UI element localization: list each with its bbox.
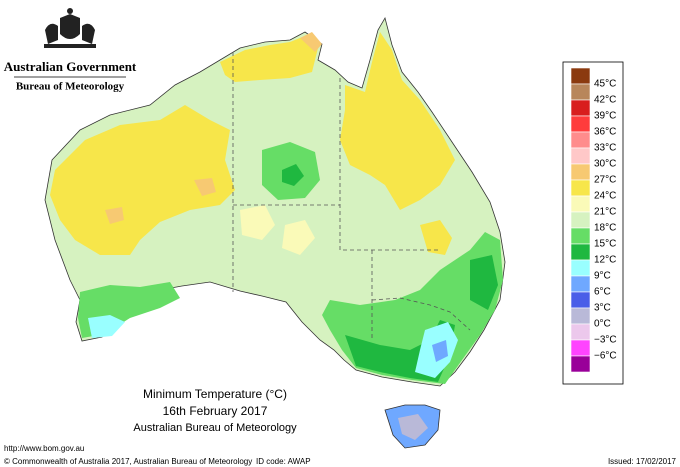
footer-copyright: © Commonwealth of Australia 2017, Austra… — [4, 457, 252, 466]
legend-label: 6°C — [594, 287, 611, 298]
legend-label: 45°C — [594, 79, 616, 90]
legend-swatch — [570, 227, 591, 245]
legend-swatch — [570, 179, 591, 197]
legend-label: 0°C — [594, 319, 611, 330]
australia-map — [44, 16, 506, 449]
legend-label: 18°C — [594, 223, 616, 234]
legend-label: 27°C — [594, 175, 616, 186]
legend-swatch — [570, 355, 591, 373]
legend-swatch — [570, 307, 591, 325]
legend: 45°C 42°C 39°C 36°C 33°C 30°C 27°C 24°C 21°C 18°C… — [570, 67, 617, 373]
legend-label: 15°C — [594, 239, 616, 250]
map-title: Minimum Temperature (°C) — [143, 387, 287, 401]
legend-swatch — [570, 163, 591, 181]
legend-label: 39°C — [594, 111, 616, 122]
legend-swatch — [570, 291, 591, 309]
legend-label: 21°C — [594, 207, 616, 218]
legend-label: 42°C — [594, 95, 616, 106]
legend-swatch — [570, 67, 591, 85]
map-source: Australian Bureau of Meteorology — [133, 422, 297, 434]
footer-url: http://www.bom.gov.au — [4, 444, 84, 453]
legend-swatch — [570, 275, 591, 293]
legend-label: 9°C — [594, 271, 611, 282]
legend-swatch — [570, 243, 591, 261]
legend-label: −6°C — [594, 351, 617, 362]
legend-label: 33°C — [594, 143, 616, 154]
legend-swatch — [570, 195, 591, 213]
legend-swatch — [570, 147, 591, 165]
legend-swatch — [570, 131, 591, 149]
legend-label: 30°C — [594, 159, 616, 170]
legend-label: 36°C — [594, 127, 616, 138]
map-date: 16th February 2017 — [163, 404, 268, 418]
legend-label: 12°C — [594, 255, 616, 266]
footer-issued: Issued: 17/02/2017 — [608, 457, 677, 466]
legend-swatch — [570, 115, 591, 133]
legend-swatch — [570, 211, 591, 229]
legend-swatch — [570, 339, 591, 357]
legend-label: 3°C — [594, 303, 611, 314]
government-name: Australian Government — [4, 59, 137, 74]
legend-label: −3°C — [594, 335, 617, 346]
crest — [44, 8, 96, 48]
legend-label: 24°C — [594, 191, 616, 202]
legend-swatch — [570, 99, 591, 117]
legend-swatch — [570, 323, 591, 341]
agency-name: Bureau of Meteorology — [16, 81, 125, 93]
legend-swatch — [570, 259, 591, 277]
footer-id-code: ID code: AWAP — [256, 457, 311, 466]
legend-swatch — [570, 83, 591, 101]
